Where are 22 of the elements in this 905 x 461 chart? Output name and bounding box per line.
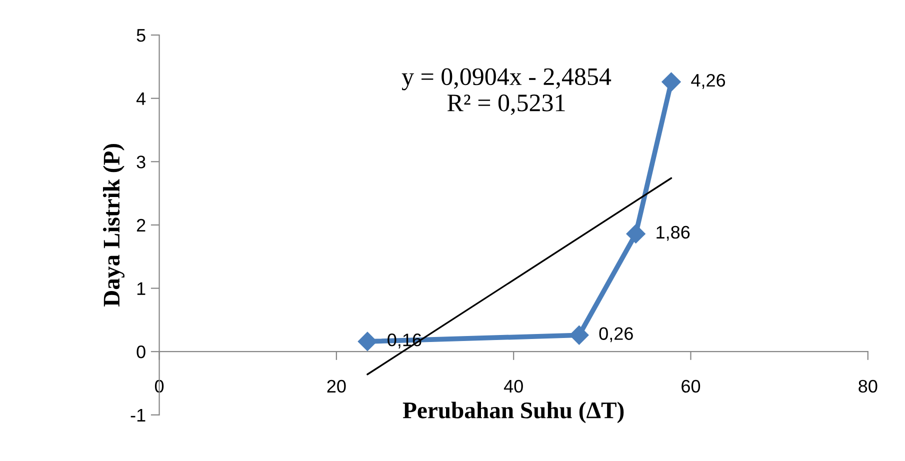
data-label: 0,26 [599,327,633,342]
point [358,332,377,351]
point [626,224,646,244]
data-label: 4,26 [691,74,726,89]
y-tick-label: 5 [136,29,146,42]
x-tick-label: 20 [327,380,346,393]
y-tick-label: 2 [136,218,146,232]
y-tick-label: 4 [136,92,146,105]
y-tick-label: -1 [130,409,146,422]
x-tick-label: 40 [504,380,523,393]
annotation: y = 0,0904x - 2,4854 R² = 0,5231 [402,68,612,115]
y-tick-label: 1 [137,282,146,295]
data-label: 1,86 [656,226,690,241]
point [662,72,681,92]
x-axis-title: Perubahan Suhu (ΔT) [402,402,624,424]
y-axis-title: Daya Listrik (P) [103,144,124,307]
y-tick-label: 0 [136,346,146,358]
x-tick-label: 80 [858,380,878,393]
point [570,326,589,345]
x-tick-label: 0 [154,380,164,393]
x-tick-label: 60 [682,380,700,393]
y-tick-label: 3 [136,156,146,168]
